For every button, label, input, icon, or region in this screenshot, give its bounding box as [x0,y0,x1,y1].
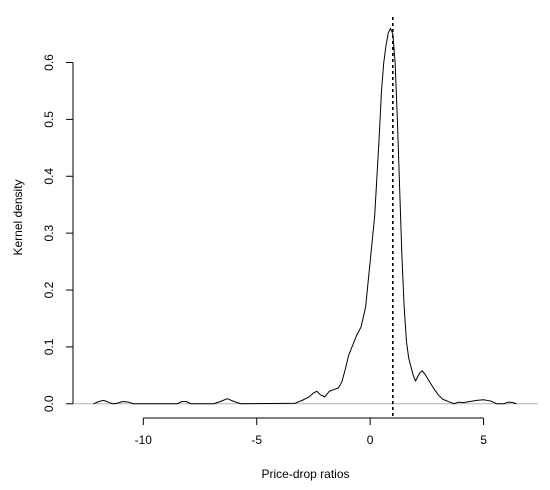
y-axis-title: Kernel density [11,179,25,255]
x-tick-label: 5 [480,433,487,447]
y-tick-label: 0.1 [42,338,56,355]
density-line [93,27,517,405]
y-tick-label: 0.3 [42,224,56,241]
y-tick-label: 0.2 [42,281,56,298]
x-axis-title: Price-drop ratios [261,467,349,481]
y-axis: 0.0 0.1 0.2 0.3 0.4 0.5 0.6 [42,54,74,412]
y-tick-label: 0.4 [42,168,56,185]
x-tick-label: -5 [251,433,262,447]
y-tick-label: 0.5 [42,111,56,128]
y-tick-label: 0.6 [42,54,56,71]
y-tick-label: 0.0 [42,395,56,412]
x-tick-label: -10 [135,433,153,447]
plot-area [73,17,538,418]
x-tick-label: 0 [367,433,374,447]
x-axis: -10 -5 0 5 [135,417,487,447]
